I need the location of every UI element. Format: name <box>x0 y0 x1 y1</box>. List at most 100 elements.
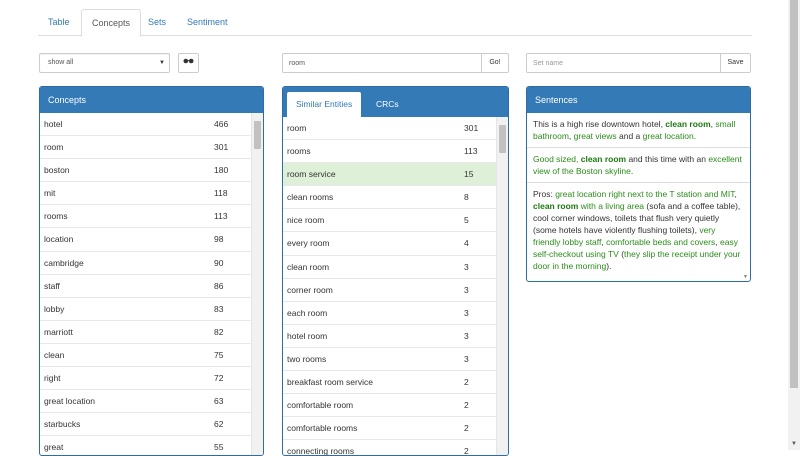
item-name: each room <box>287 307 328 318</box>
entities-scrollbar[interactable] <box>496 117 508 455</box>
item-count: 180 <box>214 165 229 176</box>
list-item[interactable]: starbucks 62 <box>40 413 251 437</box>
page-scroll-thumb[interactable] <box>790 0 798 388</box>
list-item[interactable]: two rooms 3 <box>283 348 496 372</box>
list-item[interactable]: hotel 466 <box>40 113 251 137</box>
glasses-icon <box>183 58 194 66</box>
item-name: nice room <box>287 215 325 226</box>
list-item[interactable]: rooms 113 <box>283 140 496 164</box>
entities-panel: Similar Entities CRCs room 301 rooms 113 roo… <box>282 86 509 456</box>
item-count: 113 <box>464 146 478 157</box>
list-item[interactable]: cambridge 90 <box>40 252 251 275</box>
item-count: 3 <box>464 261 469 272</box>
list-item[interactable]: right 72 <box>40 367 251 391</box>
item-count: 118 <box>214 188 228 199</box>
item-count: 301 <box>464 123 479 133</box>
list-item[interactable]: room service 15 <box>283 163 496 187</box>
list-item[interactable]: mit 118 <box>40 182 251 206</box>
sentences-panel-title: Sentences <box>527 87 750 113</box>
item-count: 301 <box>214 142 229 153</box>
item-count: 3 <box>464 353 469 364</box>
tab-table[interactable]: Table <box>48 17 70 27</box>
list-item[interactable]: marriott 82 <box>40 321 251 344</box>
list-item[interactable]: room 301 <box>283 117 496 141</box>
item-count: 3 <box>464 330 469 341</box>
item-count: 15 <box>464 169 474 180</box>
list-item[interactable]: each room 3 <box>283 302 496 325</box>
item-name: room service <box>287 169 336 180</box>
tab-similar-entities[interactable]: Similar Entities <box>287 92 362 117</box>
tab-crcs[interactable]: CRCs <box>376 99 399 109</box>
item-count: 466 <box>214 119 229 129</box>
list-item[interactable]: location 98 <box>40 228 251 252</box>
item-name: corner room <box>287 284 333 295</box>
scroll-down-arrow-icon[interactable]: ▼ <box>791 441 797 447</box>
sentences-list: This is a high rise downtown hotel, clea… <box>527 113 750 277</box>
tab-sets[interactable]: Sets <box>148 17 167 27</box>
set-name-input[interactable] <box>526 53 721 73</box>
tab-concepts[interactable]: Concepts <box>81 9 142 37</box>
item-name: room <box>44 142 64 153</box>
list-item[interactable]: boston 180 <box>40 159 251 183</box>
view-button[interactable] <box>178 53 199 73</box>
list-item[interactable]: clean 75 <box>40 344 251 368</box>
item-name: comfortable room <box>287 400 354 411</box>
item-name: clean <box>44 349 65 360</box>
list-item[interactable]: great location 63 <box>40 390 251 414</box>
item-name: lobby <box>44 303 65 314</box>
sentences-panel: Sentences This is a high rise downtown h… <box>526 86 751 282</box>
concepts-scrollbar[interactable] <box>251 113 263 455</box>
concepts-panel: Concepts hotel 466 room 301 boston 180 mit 118 r… <box>39 86 264 456</box>
list-item[interactable]: nice room 5 <box>283 209 496 233</box>
list-item[interactable]: lobby 83 <box>40 298 251 321</box>
item-name: mit <box>44 188 56 199</box>
list-item[interactable]: room 301 <box>40 136 251 160</box>
list-item[interactable]: hotel room 3 <box>283 325 496 348</box>
item-count: 90 <box>214 257 224 268</box>
list-item[interactable]: clean room 3 <box>283 256 496 279</box>
list-item[interactable]: breakfast room service 2 <box>283 371 496 395</box>
item-name: rooms <box>44 211 68 222</box>
sentence-item: Pros: great location right next to the T… <box>533 189 741 271</box>
resize-arrow-icon: ▼ <box>743 274 748 280</box>
concepts-list: hotel 466 room 301 boston 180 mit 118 rooms 113 lo… <box>40 113 251 455</box>
item-count: 5 <box>464 215 469 226</box>
item-name: clean rooms <box>287 192 334 203</box>
list-item[interactable]: staff 86 <box>40 275 251 298</box>
list-item[interactable]: great 55 <box>40 436 251 455</box>
item-name: starbucks <box>44 419 81 430</box>
item-name: comfortable rooms <box>287 423 358 434</box>
item-count: 2 <box>464 400 469 411</box>
item-count: 72 <box>214 373 224 384</box>
item-count: 2 <box>464 446 469 455</box>
item-count: 113 <box>214 211 228 222</box>
save-button[interactable]: Save <box>720 53 751 73</box>
list-item[interactable]: rooms 113 <box>40 205 251 229</box>
list-item[interactable]: comfortable room 2 <box>283 394 496 418</box>
scroll-thumb[interactable] <box>254 121 261 149</box>
item-name: clean room <box>287 261 330 272</box>
filter-select[interactable]: show all ▼ <box>39 53 170 73</box>
list-item[interactable]: clean rooms 8 <box>283 186 496 210</box>
tab-sentiment[interactable]: Sentiment <box>187 17 228 27</box>
scroll-thumb[interactable] <box>499 125 506 153</box>
item-name: right <box>44 373 61 384</box>
page-scrollbar[interactable]: ▼ <box>788 0 800 450</box>
item-count: 98 <box>214 234 224 245</box>
item-name: boston <box>44 165 70 176</box>
search-input[interactable] <box>282 53 482 73</box>
list-item[interactable]: comfortable rooms 2 <box>283 417 496 441</box>
entities-list: room 301 rooms 113 room service 15 clean rooms… <box>283 117 496 455</box>
entities-tabs: Similar Entities CRCs <box>283 87 508 117</box>
item-name: two rooms <box>287 353 327 364</box>
list-item[interactable]: connecting rooms 2 <box>283 440 496 455</box>
item-name: staff <box>44 280 60 291</box>
item-name: great location <box>44 396 96 407</box>
item-count: 2 <box>464 377 469 388</box>
item-name: hotel room <box>287 330 328 341</box>
sentence-item: This is a high rise downtown hotel, clea… <box>527 113 750 148</box>
item-name: location <box>44 234 74 245</box>
list-item[interactable]: corner room 3 <box>283 279 496 302</box>
go-button[interactable]: Go! <box>481 53 509 73</box>
list-item[interactable]: every room 4 <box>283 232 496 256</box>
